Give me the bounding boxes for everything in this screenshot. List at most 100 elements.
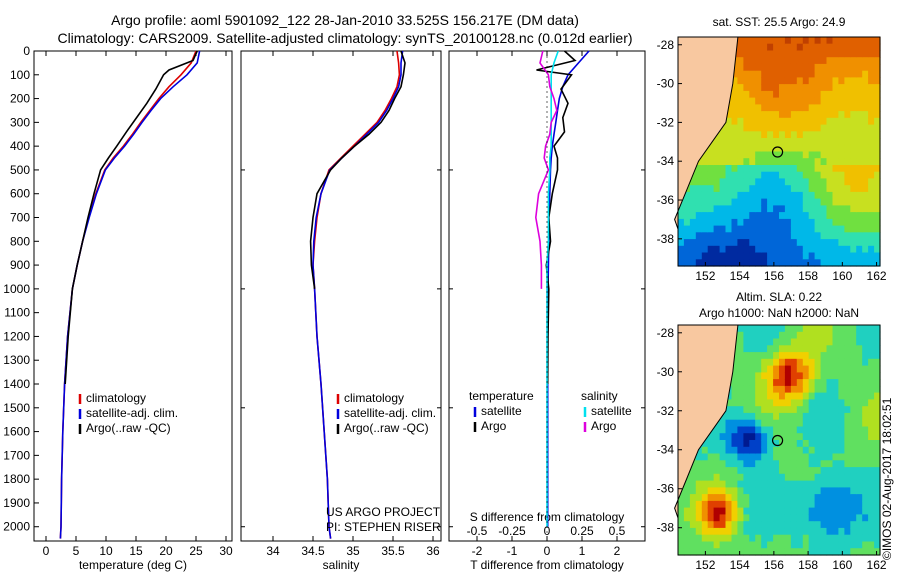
map-cell [820, 385, 828, 394]
map-cell [868, 365, 875, 373]
map-cell [832, 453, 839, 461]
map-cell [731, 473, 738, 482]
map-cell [838, 225, 845, 233]
map-cell [832, 185, 839, 193]
map-cell [755, 406, 762, 414]
map-cell [779, 63, 786, 72]
map-cell [743, 453, 750, 461]
map-cell [790, 124, 798, 132]
map-cell [874, 43, 881, 51]
map-cell [808, 358, 816, 367]
map-cell [844, 419, 851, 428]
map-cell [767, 480, 774, 488]
map-cell [814, 494, 822, 502]
map-cell [814, 63, 822, 72]
map-cell [832, 460, 839, 468]
map-cell [678, 225, 685, 233]
map-cell [737, 338, 744, 346]
map-cell [808, 191, 816, 200]
map-cell [856, 158, 863, 166]
map-cell [731, 77, 738, 85]
map-cell [767, 225, 774, 233]
map-cell [713, 527, 721, 536]
map-cell [826, 124, 833, 132]
map-cell [683, 191, 691, 200]
map-cell [790, 212, 798, 220]
map-cell [725, 426, 732, 434]
map-cell [868, 352, 875, 360]
x-tick-label: 152 [695, 269, 715, 283]
map-cell [832, 239, 839, 247]
map-cell [707, 500, 715, 509]
map-cell [790, 419, 798, 428]
map-cell [707, 151, 715, 159]
map-cell [755, 205, 762, 213]
map-cell [874, 259, 881, 267]
map-cell [790, 205, 798, 213]
map-cell [838, 385, 845, 394]
map-cell [820, 77, 828, 85]
map-cell [683, 548, 691, 556]
map-cell [862, 212, 869, 220]
map-cell [737, 232, 744, 240]
map-cell [749, 104, 756, 112]
map-cell [826, 392, 833, 400]
map-cell [784, 138, 792, 146]
map-cell [767, 440, 774, 448]
map-cell [838, 365, 845, 373]
map-cell [678, 239, 685, 247]
map-cell [683, 494, 691, 502]
map-cell [862, 385, 869, 394]
map-cell [850, 37, 857, 45]
map-cell [862, 185, 869, 193]
map-cell [790, 185, 798, 193]
map-cell [743, 171, 750, 179]
map-cell [856, 480, 863, 488]
map-cell [761, 178, 768, 186]
map-cell [767, 198, 774, 206]
map-cell [874, 124, 881, 132]
map-cell [725, 473, 732, 482]
map-cell [761, 473, 768, 482]
map-cell [767, 406, 774, 414]
map-cell [707, 534, 715, 543]
map-cell [850, 419, 857, 428]
x-tick-label: 156 [764, 558, 784, 572]
map-cell [719, 412, 727, 421]
map-cell [862, 158, 869, 166]
map-cell [737, 259, 744, 267]
map-cell [850, 131, 857, 139]
map-cell [767, 392, 774, 400]
map-cell [790, 365, 798, 373]
map-cell [707, 158, 715, 166]
map-cell [707, 440, 715, 448]
map-cell [761, 392, 768, 400]
map-cell [808, 541, 816, 549]
map-cell [868, 57, 875, 65]
map-cell [856, 412, 863, 421]
map-cell [784, 365, 792, 373]
map-cell [862, 198, 869, 206]
map-cell [743, 406, 750, 414]
map-cell [701, 480, 709, 488]
map-cell [838, 144, 845, 153]
map-cell [713, 541, 721, 549]
map-cell [862, 527, 869, 536]
map-cell [856, 185, 863, 193]
map-cell [767, 239, 774, 247]
map-cell [737, 500, 744, 509]
map-cell [731, 252, 738, 260]
map-cell [719, 259, 727, 267]
map-cell [856, 358, 863, 367]
map-cell [743, 352, 750, 360]
map-cell [761, 541, 768, 549]
map-cell [725, 527, 732, 536]
map-cell [689, 198, 697, 206]
map-cell [779, 345, 786, 353]
map-cell [820, 507, 828, 515]
map-cell [755, 453, 762, 461]
map-cell [814, 379, 822, 387]
map-cell [832, 338, 839, 346]
map-cell [755, 352, 762, 360]
map-cell [701, 205, 709, 213]
